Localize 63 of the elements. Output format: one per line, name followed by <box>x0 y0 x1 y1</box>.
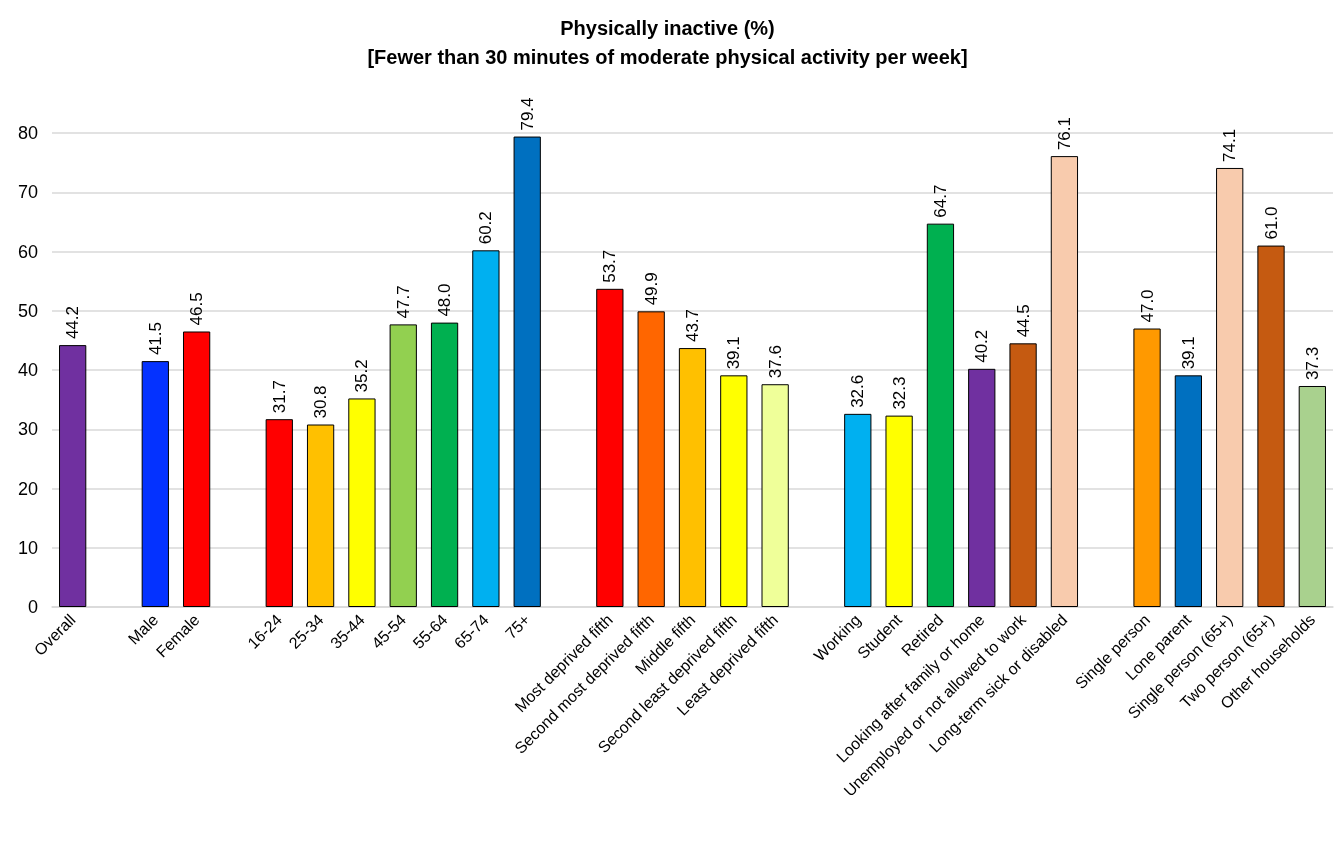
y-tick-label: 30 <box>17 419 38 440</box>
bar <box>348 398 376 607</box>
y-tick-label: 50 <box>17 300 38 321</box>
data-label: 47.0 <box>1137 289 1157 323</box>
bar <box>141 361 169 607</box>
bar <box>1257 245 1285 607</box>
data-label: 61.0 <box>1261 206 1281 240</box>
data-label: 44.2 <box>63 306 83 340</box>
data-label: 44.5 <box>1013 304 1033 338</box>
data-label: 64.7 <box>930 184 950 218</box>
data-label: 43.7 <box>683 308 702 343</box>
data-label: 37.3 <box>1302 346 1322 380</box>
chart-title: Physically inactive (%) [Fewer than 30 minutes of moderate physical activity per week] <box>367 16 968 68</box>
bar <box>1133 328 1161 607</box>
data-label: 32.6 <box>848 374 868 408</box>
bar <box>182 331 211 607</box>
bar <box>265 419 293 607</box>
data-label: 39.1 <box>724 336 744 370</box>
bar <box>430 322 459 607</box>
x-tick-label: 75+ <box>502 610 534 643</box>
bar <box>678 348 707 607</box>
bar <box>472 250 500 607</box>
y-tick-label: 20 <box>17 478 38 499</box>
data-label: 74.1 <box>1220 128 1240 162</box>
data-label: 37.6 <box>765 345 785 379</box>
data-label: 41.5 <box>145 322 165 356</box>
data-label: 49.9 <box>641 272 661 306</box>
data-label: 35.2 <box>352 359 372 393</box>
bar <box>1009 343 1037 607</box>
data-label: 30.8 <box>311 385 331 419</box>
bar <box>885 415 913 607</box>
bar <box>306 424 335 607</box>
y-tick-label: 60 <box>17 241 38 262</box>
bar <box>513 136 541 607</box>
bar <box>968 368 996 607</box>
data-label: 39.1 <box>1178 336 1198 370</box>
bar <box>761 384 789 607</box>
bar <box>844 413 872 607</box>
bar <box>1216 167 1244 607</box>
data-label: 32.3 <box>889 376 909 410</box>
data-label: 79.4 <box>517 97 537 131</box>
data-label: 76.1 <box>1054 117 1074 151</box>
data-label: 53.7 <box>600 249 620 283</box>
y-tick-label: 70 <box>17 182 38 203</box>
data-label: 40.2 <box>972 329 992 363</box>
bar <box>637 311 665 607</box>
bar <box>59 345 87 607</box>
data-label: 60.2 <box>476 211 496 245</box>
bar <box>926 223 955 607</box>
bar <box>1174 375 1203 607</box>
y-tick-label: 80 <box>17 123 38 143</box>
bar <box>596 288 624 607</box>
y-tick-label: 40 <box>17 360 38 380</box>
y-tick-label: 0 <box>27 597 38 617</box>
bar <box>389 324 417 607</box>
data-label: 31.7 <box>269 380 289 414</box>
data-label: 46.5 <box>187 292 207 326</box>
data-label: 48.0 <box>435 283 455 317</box>
bar <box>1050 156 1079 607</box>
bar <box>1298 386 1326 607</box>
data-label: 47.7 <box>393 285 413 319</box>
bar <box>720 375 748 607</box>
y-tick-label: 10 <box>17 537 38 558</box>
